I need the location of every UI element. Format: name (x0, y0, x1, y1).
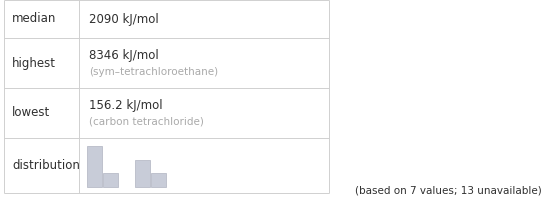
Text: 2090 kJ/mol: 2090 kJ/mol (89, 12, 159, 26)
Text: (based on 7 values; 13 unavailable): (based on 7 values; 13 unavailable) (355, 186, 542, 195)
Text: (sym–tetrachloroethane): (sym–tetrachloroethane) (89, 67, 218, 77)
Bar (151, 173, 165, 187)
Bar (135, 160, 150, 187)
Text: distribution: distribution (12, 159, 80, 172)
Text: (carbon tetrachloride): (carbon tetrachloride) (89, 117, 204, 127)
Text: median: median (12, 12, 56, 26)
Text: highest: highest (12, 56, 56, 69)
Bar (103, 173, 117, 187)
Text: 8346 kJ/mol: 8346 kJ/mol (89, 49, 159, 62)
Text: 156.2 kJ/mol: 156.2 kJ/mol (89, 98, 163, 111)
Text: lowest: lowest (12, 107, 50, 120)
Bar (87, 146, 102, 187)
